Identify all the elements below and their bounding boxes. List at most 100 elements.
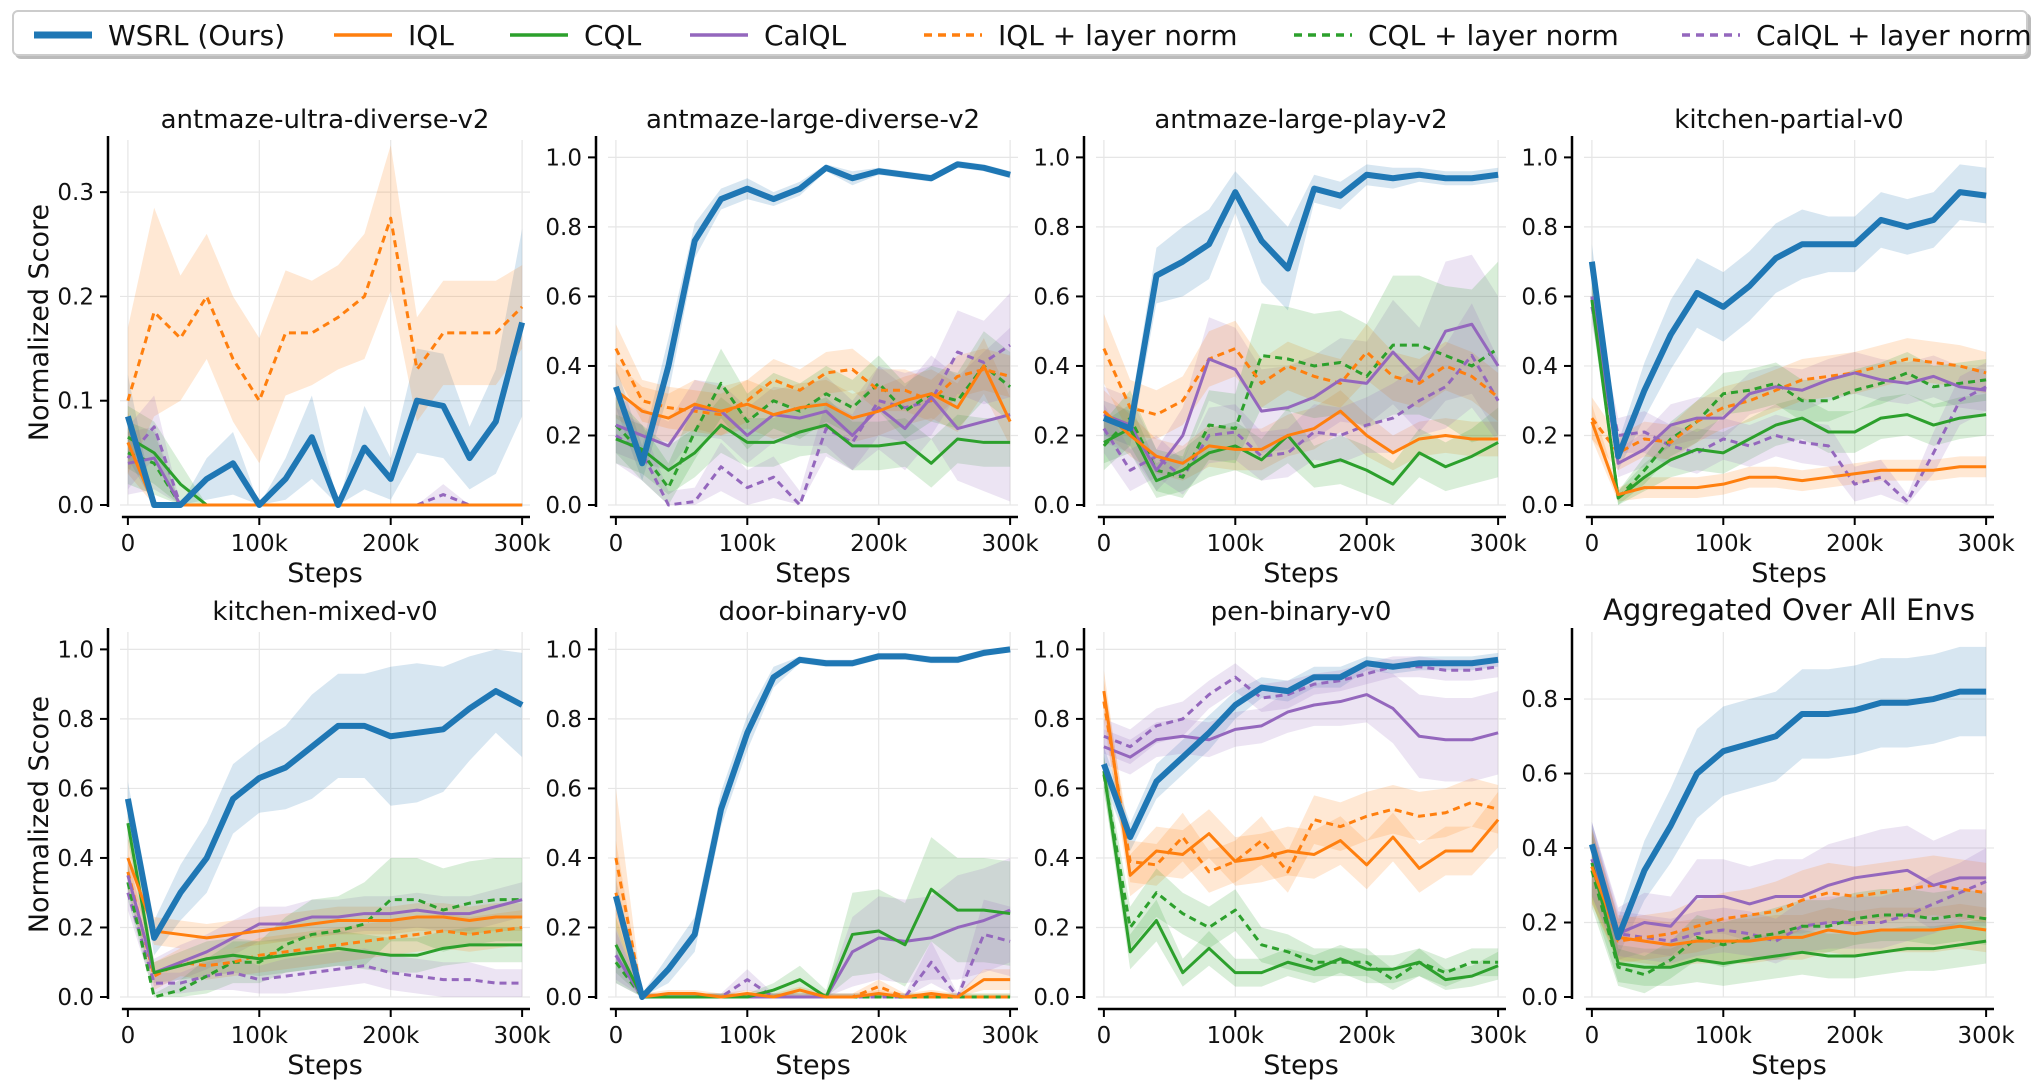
x-tick-label: 0 — [1097, 531, 1112, 557]
y-tick-label: 0.1 — [57, 389, 94, 415]
x-tick-label: 300k — [981, 1023, 1039, 1049]
y-tick-label: 0.2 — [545, 915, 582, 941]
x-tick-label: 300k — [1957, 531, 2015, 557]
y-tick-label: 0.6 — [1521, 284, 1558, 310]
series-wsrl-ours — [1102, 171, 1499, 432]
y-tick-label: 0.4 — [545, 846, 582, 872]
series-cql — [1102, 770, 1499, 982]
x-tick-label: 100k — [231, 1023, 289, 1049]
y-tick-label: 1.0 — [545, 637, 582, 663]
y-axis-label: Normalized Score — [24, 204, 55, 441]
chart-antmaze-large-play-v2: 0.0 0.2 0.4 0.6 0.8 1.0 0 100k 200k 300k antmaze-l… — [1033, 105, 1527, 589]
series-iql-layer-norm — [614, 347, 1011, 417]
x-tick-label: 0 — [609, 1023, 624, 1049]
band-wsrl-ours — [1103, 164, 1499, 446]
band-iql-layer-norm — [1103, 680, 1499, 893]
y-tick-label: 0.3 — [57, 180, 94, 206]
series-cql — [126, 822, 523, 975]
series-iql — [614, 364, 1012, 423]
series-iql — [1590, 421, 1987, 497]
y-axis-label: Normalized Score — [24, 696, 55, 933]
chart-antmaze-large-diverse-v2: 0.0 0.2 0.4 0.6 0.8 1.0 0 100k 200k 300k antmaze-l… — [545, 105, 1039, 589]
y-tick-label: 0.4 — [1521, 354, 1558, 380]
x-axis-label: Steps — [1263, 1050, 1339, 1081]
series-cql-layer-norm — [1102, 774, 1499, 982]
y-tick-label: 0.0 — [545, 493, 582, 519]
x-tick-label: 100k — [231, 531, 289, 557]
x-axis-label: Steps — [1751, 558, 1827, 589]
y-tick-label: 0.8 — [1521, 215, 1558, 241]
x-tick-label: 200k — [850, 1023, 908, 1049]
band-iql — [1591, 829, 1987, 968]
series-calql — [1103, 693, 1499, 759]
chart-door-binary-v0: 0.0 0.2 0.4 0.6 0.8 1.0 0 100k 200k 300k door-bina… — [545, 597, 1039, 1081]
y-tick-label: 0.8 — [545, 707, 582, 733]
series-wsrl-ours — [124, 688, 524, 941]
x-tick-label: 0 — [1585, 1023, 1600, 1049]
x-axis-label: Steps — [775, 1050, 851, 1081]
y-tick-label: 0.6 — [1521, 762, 1558, 788]
band-cql-layer-norm — [1103, 757, 1499, 991]
x-tick-label: 0 — [121, 531, 136, 557]
chart-title: kitchen-partial-v0 — [1674, 105, 1903, 135]
legend-item-wsrl: WSRL (Ours) — [32, 12, 285, 58]
band-cql-layer-norm — [1591, 833, 1987, 994]
band-calql — [615, 857, 1011, 997]
y-tick-label: 0.8 — [1033, 707, 1070, 733]
x-tick-label: 100k — [1695, 531, 1753, 557]
x-tick-label: 100k — [719, 531, 777, 557]
x-tick-label: 200k — [1338, 531, 1396, 557]
x-tick-label: 0 — [1585, 531, 1600, 557]
y-tick-label: 0.4 — [545, 354, 582, 380]
x-tick-label: 0 — [609, 531, 624, 557]
x-axis-label: Steps — [1263, 558, 1339, 589]
band-iql-layer-norm — [127, 145, 523, 474]
y-tick-label: 0.2 — [1521, 911, 1558, 937]
y-tick-label: 0.4 — [1521, 836, 1558, 862]
series-cql-layer-norm — [126, 881, 523, 999]
series-cql — [1590, 862, 1987, 969]
x-axis-label: Steps — [287, 1050, 363, 1081]
series-iql — [126, 441, 523, 507]
chart-title: antmaze-ultra-diverse-v2 — [161, 105, 490, 135]
series-calql-layer-norm — [126, 892, 523, 985]
chart-kitchen-mixed-v0: 0.0 0.2 0.4 0.6 0.8 1.0 0 100k 200k 300k kitchen-m… — [24, 597, 551, 1081]
band-calql — [1591, 821, 1987, 960]
y-tick-label: 0.8 — [1033, 215, 1070, 241]
y-tick-label: 1.0 — [1521, 145, 1558, 171]
legend-item-cql-ln: CQL + layer norm — [1292, 12, 1619, 58]
series-calql-layer-norm — [1102, 354, 1500, 479]
x-tick-label: 300k — [493, 531, 551, 557]
series-cql — [1590, 299, 1987, 500]
x-tick-label: 200k — [362, 1023, 420, 1049]
series-iql-layer-norm — [126, 216, 524, 403]
y-tick-label: 0.6 — [1033, 776, 1070, 802]
y-tick-label: 0.2 — [1521, 423, 1558, 449]
series-calql — [126, 874, 523, 975]
series-cql — [615, 423, 1011, 472]
y-tick-label: 0.4 — [1033, 354, 1070, 380]
band-wsrl-ours — [1591, 646, 1987, 957]
x-tick-label: 300k — [1469, 531, 1527, 557]
band-wsrl-ours — [127, 649, 523, 956]
x-tick-label: 200k — [1826, 1023, 1884, 1049]
band-cql — [1103, 404, 1499, 505]
series-calql — [1103, 322, 1500, 472]
chart-title: Aggregated Over All Envs — [1603, 593, 1975, 627]
series-calql-layer-norm — [1103, 665, 1499, 749]
y-tick-label: 0.8 — [545, 215, 582, 241]
y-tick-label: 0.2 — [1033, 915, 1070, 941]
chart-kitchen-partial-v0: 0.0 0.2 0.4 0.6 0.8 1.0 0 100k 200k 300k kitchen-p… — [1521, 105, 2015, 589]
band-cql-layer-norm — [127, 421, 523, 505]
series-iql-layer-norm — [1590, 866, 1987, 943]
y-tick-label: 0.0 — [1033, 493, 1070, 519]
y-tick-label: 0.2 — [57, 284, 94, 310]
band-calql — [127, 426, 523, 505]
band-calql — [1103, 666, 1499, 782]
x-tick-label: 100k — [719, 1023, 777, 1049]
legend-item-cql: CQL — [508, 12, 641, 58]
band-iql — [1591, 404, 1987, 502]
band-calql-layer-norm — [615, 899, 1011, 997]
y-tick-label: 1.0 — [545, 145, 582, 171]
